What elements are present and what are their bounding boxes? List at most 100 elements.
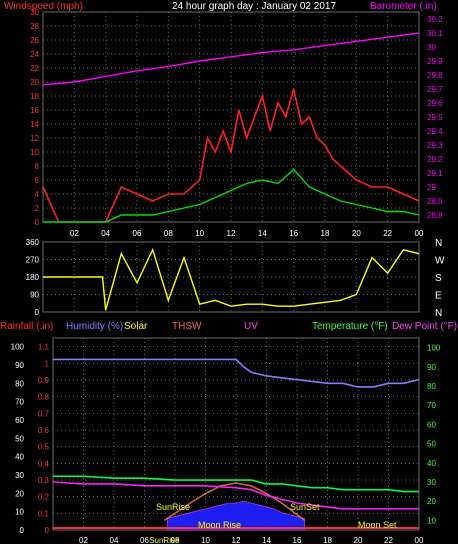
time-tick-label: 20: [354, 536, 363, 544]
direction-tick-label: 360: [26, 238, 40, 247]
rainfall-tick-label: 0.7: [38, 409, 50, 418]
windspeed-axis-title: Windspeed (mph): [4, 1, 83, 12]
temperature-humidity-panel: Rainfall (.in) Humidity (%) Solar THSW U…: [0, 321, 457, 544]
humidity-tick-label: 30: [15, 471, 24, 480]
direction-series-line: [43, 247, 420, 311]
time-tick-label: 06: [140, 536, 149, 544]
solar-series-area: [167, 500, 305, 531]
windspeed-tick-label: 10: [30, 148, 39, 157]
time-tick-label: 12: [227, 229, 236, 238]
time-tick-label: 22: [383, 229, 392, 238]
humidity-tick-label: 0: [20, 526, 25, 535]
dewpoint-series-line: [52, 481, 419, 510]
barometer-tick-label: 29.5: [427, 113, 443, 122]
humidity-tick-label: 100: [11, 343, 25, 352]
time-tick-label: 06: [133, 229, 142, 238]
temperature-tick-label: 90: [427, 363, 436, 372]
barometer-tick-label: 29: [427, 183, 436, 192]
direction-tick-label: 0: [35, 308, 40, 317]
windspeed-tick-label: 30: [30, 8, 39, 17]
temperature-tick-label: 40: [427, 459, 436, 468]
windspeed-tick-label: 12: [30, 134, 39, 143]
temperature-series-line: [53, 475, 419, 493]
windspeed-tick-label: 24: [30, 50, 39, 59]
barometer-tick-label: 28.9: [427, 197, 443, 206]
compass-label: W: [435, 256, 445, 267]
time-tick-label: 18: [323, 536, 332, 544]
windspeed-tick-label: 14: [30, 120, 39, 129]
windspeed-tick-label: 28: [30, 22, 39, 31]
time-tick-label: 22: [384, 536, 393, 544]
windspeed-tick-label: 6: [35, 176, 40, 185]
barometer-tick-label: 30.1: [427, 29, 443, 38]
rainfall-tick-label: 1.1: [38, 343, 50, 352]
rainfall-tick-label: 0.2: [38, 493, 50, 502]
rainfall-tick-label: 1: [45, 359, 50, 368]
direction-tick-label: 90: [30, 291, 39, 300]
rainfall-tick-label: 0.8: [38, 393, 50, 402]
wind-barometer-panel: Windspeed (mph) 24 hour graph day : Janu…: [4, 1, 443, 238]
time-tick-label: 02: [79, 536, 88, 544]
wind_avg-series-line: [43, 168, 420, 223]
time-tick-label: 18: [321, 229, 330, 238]
temperature-tick-label: 30: [427, 478, 436, 487]
gust-series-line: [42, 88, 420, 223]
time-tick-label: 00: [415, 536, 424, 544]
windspeed-tick-label: 0: [35, 218, 40, 227]
windspeed-tick-label: 16: [30, 106, 39, 115]
time-tick-label: 02: [70, 229, 79, 238]
rainfall-tick-label: 0.4: [38, 459, 50, 468]
windspeed-tick-label: 8: [35, 162, 40, 171]
moonset-label: Moon Set: [358, 520, 397, 530]
legend-humidity: Humidity (%): [66, 321, 123, 332]
time-tick-label: 16: [289, 229, 298, 238]
humidity-tick-label: 40: [15, 453, 24, 462]
compass-label: S: [435, 273, 442, 284]
humidity-tick-label: 70: [15, 398, 24, 407]
windspeed-tick-label: 26: [30, 36, 39, 45]
humidity-tick-label: 90: [15, 361, 24, 370]
humidity-tick-label: 60: [15, 416, 24, 425]
rainfall-tick-label: 0.9: [38, 376, 50, 385]
barometer-tick-label: 30: [427, 43, 436, 52]
barometer-tick-label: 30.2: [427, 15, 443, 24]
barometer-tick-label: 29.7: [427, 85, 443, 94]
moonrise-label: Moon Rise: [198, 520, 241, 530]
time-tick-label: 00: [415, 229, 424, 238]
rainfall-tick-label: 0.6: [38, 426, 50, 435]
time-tick-label: 14: [262, 536, 271, 544]
rainfall-tick-label: 0.5: [38, 443, 50, 452]
temperature-tick-label: 60: [427, 420, 436, 429]
time-tick-label: 08: [171, 536, 180, 544]
barometer-series-line: [42, 32, 420, 86]
sun-arc-line: [163, 482, 306, 522]
temperature-tick-label: 80: [427, 382, 436, 391]
legend-temperature: Temperature (°F): [312, 321, 388, 332]
humidity-series-line: [53, 358, 420, 388]
barometer-tick-label: 28.8: [427, 211, 443, 220]
barometer-tick-label: 29.4: [427, 127, 443, 136]
barometer-tick-label: 29.3: [427, 141, 443, 150]
barometer-tick-label: 29.8: [427, 71, 443, 80]
humidity-tick-label: 50: [15, 434, 24, 443]
direction-tick-label: 180: [26, 273, 40, 282]
time-tick-label: 04: [110, 536, 119, 544]
time-tick-label: 10: [195, 229, 204, 238]
windspeed-tick-label: 4: [35, 190, 40, 199]
compass-label: N: [435, 238, 442, 249]
barometer-tick-label: 29.6: [427, 99, 443, 108]
rainfall-tick-label: 0: [45, 526, 50, 535]
humidity-tick-label: 20: [15, 489, 24, 498]
legend-uv: UV: [244, 321, 258, 332]
direction-tick-label: 270: [26, 256, 40, 265]
barometer-tick-label: 29.9: [427, 57, 443, 66]
compass-label: N: [435, 308, 442, 319]
temperature-tick-label: 100: [427, 344, 441, 353]
chart-title: 24 hour graph day : January 02 2017: [172, 1, 336, 12]
barometer-tick-label: 29.1: [427, 169, 443, 178]
windspeed-tick-label: 18: [30, 92, 39, 101]
time-tick-label: 20: [352, 229, 361, 238]
barometer-axis-title: Barometer (.in): [370, 1, 437, 12]
rainfall-tick-label: 0.1: [38, 509, 50, 518]
